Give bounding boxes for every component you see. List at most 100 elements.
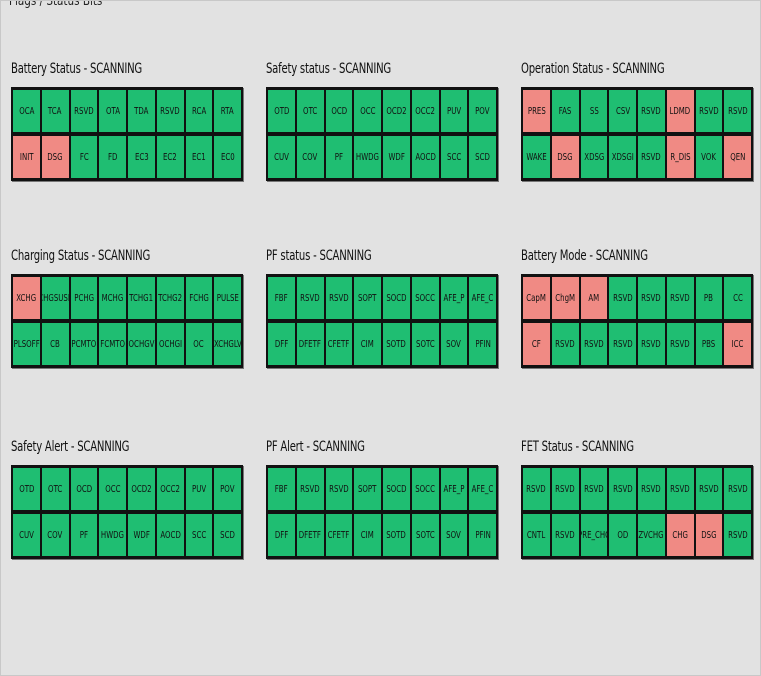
flag-label: RSVD [670,338,690,350]
flag-row: CNTL RSVD PRE_CHG OD ZVCHG CHG DSG RSVD [523,514,751,556]
flag-label: QEN [730,151,746,163]
flag-label: RCA [191,105,206,117]
flag-cell: FCHG [185,277,213,319]
flag-label: RSVD [699,105,719,117]
flag-cell: SCC [185,514,213,556]
flag-cell: QEN [724,136,751,178]
flag-cell: VOK [695,136,723,178]
flag-cell: RSVD [609,277,636,319]
flag-label: XDSG [583,151,604,163]
flag-cell: HWDG [99,514,126,556]
flag-grid: PRES FAS SS CSV RSVD LDMD RSVD RSVD WAKE DSG XDSG X… [521,87,753,181]
flag-cell: DFETF [296,323,324,365]
flag-cell: CNTL [523,514,550,556]
flag-cell: PF [325,136,353,178]
flag-label: AFE_C [471,483,494,495]
flag-label: PFIN [474,529,491,541]
flag-cell: AFE_P [440,277,468,319]
flag-cell: AFE_P [440,468,468,510]
flag-cell: TCHG1 [128,277,155,319]
flag-label: POV [475,105,490,117]
flag-label: OCD [75,483,92,495]
flag-cell: PF [70,514,98,556]
flag-grid: XCHG CHGSUSP PCHG MCHG TCHG1 TCHG2 FCHG PULSE PL… [11,274,243,368]
flag-label: RSVD [641,292,662,304]
flag-label: PRE_CHG [581,529,608,541]
flag-cell: RSVD [666,468,694,510]
flag-cell: CHGSUSP [41,277,69,319]
flag-label: OCHGV [128,338,155,350]
flag-cell: FC [70,136,98,178]
flag-cell: OTC [296,90,324,132]
flag-cell: RSVD [325,277,353,319]
flag-label: OCHGI [158,338,182,350]
flag-label: RSVD [641,151,662,163]
flag-cell: ZVCHG [638,514,665,556]
flag-row: XCHG CHGSUSP PCHG MCHG TCHG1 TCHG2 FCHG PULSE [13,277,241,319]
flag-label: EC0 [220,151,235,163]
flag-cell: OCD2 [383,90,410,132]
flag-cell: WAKE [523,136,550,178]
flag-cell: CF [523,323,550,365]
flag-label: WDF [388,151,405,163]
flag-row: RSVD RSVD RSVD RSVD RSVD RSVD RSVD RSVD [523,468,751,510]
flag-label: XDSGI [611,151,634,163]
flag-cell: RSVD [695,468,723,510]
flag-label: MCHG [101,292,124,304]
flag-label: COV [302,151,318,163]
flag-label: ChgM [555,292,576,304]
flag-label: AOCD [159,529,181,541]
flag-cell: PCMTO [70,323,98,365]
flag-label: RSVD [74,105,94,117]
flag-label: PUV [446,105,461,117]
flag-cell: DSG [551,136,579,178]
panel-title: Battery Mode - SCANNING [521,248,648,264]
flag-label: RSVD [584,338,604,350]
flag-cell: COV [296,136,324,178]
flag-label: R_DIS [669,151,691,163]
flag-label: DSG [701,529,717,541]
flag-cell: RSVD [609,468,636,510]
flag-label: FBF [274,483,288,495]
flag-cell: OCD [325,90,353,132]
flag-cell: CC [724,277,751,319]
flag-cell: AOCD [411,136,439,178]
flag-grid: RSVD RSVD RSVD RSVD RSVD RSVD RSVD RSVD CNTL RSVD… [521,465,753,559]
flag-cell: OCHGI [156,323,184,365]
flag-cell: OCC [354,90,381,132]
flag-label: HWDG [356,151,380,163]
status-panel: Safety Alert - SCANNING OTD OTC OCD OCC OCD2 O… [11,439,243,559]
flag-label: WDF [133,529,150,541]
flag-cell: AM [580,277,608,319]
flag-label: OTD [273,105,289,117]
flag-cell: OTD [13,468,40,510]
flag-label: SOTD [386,338,407,350]
flag-label: RSVD [641,483,662,495]
status-panel: Battery Status - SCANNING OCA TCA RSVD OTA TD… [11,61,243,181]
flag-cell: PBS [695,323,723,365]
flag-row: OTD OTC OCD OCC OCD2 OCC2 PUV POV [268,90,496,132]
flag-label: CB [50,338,60,350]
flag-cell: EC0 [214,136,241,178]
flag-cell: SOTD [383,514,410,556]
flag-label: RSVD [300,483,320,495]
flag-cell: OCA [13,90,40,132]
flag-label: SS [589,105,599,117]
flag-label: HWDG [101,529,125,541]
flag-cell: XDSG [580,136,608,178]
flag-row: CUV COV PF HWDG WDF AOCD SCC SCD [268,136,496,178]
flag-label: POV [220,483,235,495]
flag-cell: OTA [99,90,126,132]
flag-label: OTC [47,483,63,495]
flag-cell: XCHG [13,277,40,319]
status-panel: Charging Status - SCANNING XCHG CHGSUSP PCH… [11,248,243,368]
flag-cell: CIM [354,514,381,556]
flag-row: INIT DSG FC FD EC3 EC2 EC1 EC0 [13,136,241,178]
status-panel: PF Alert - SCANNING FBF RSVD RSVD SOPT SOCD SO… [266,439,498,559]
status-panel: Safety status - SCANNING OTD OTC OCD OCC OCD2… [266,61,498,181]
flag-cell: CFETF [325,514,353,556]
flag-label: EC2 [163,151,178,163]
flag-label: OCD2 [131,483,152,495]
flag-label: DSG [47,151,63,163]
flag-cell: PFIN [469,514,496,556]
